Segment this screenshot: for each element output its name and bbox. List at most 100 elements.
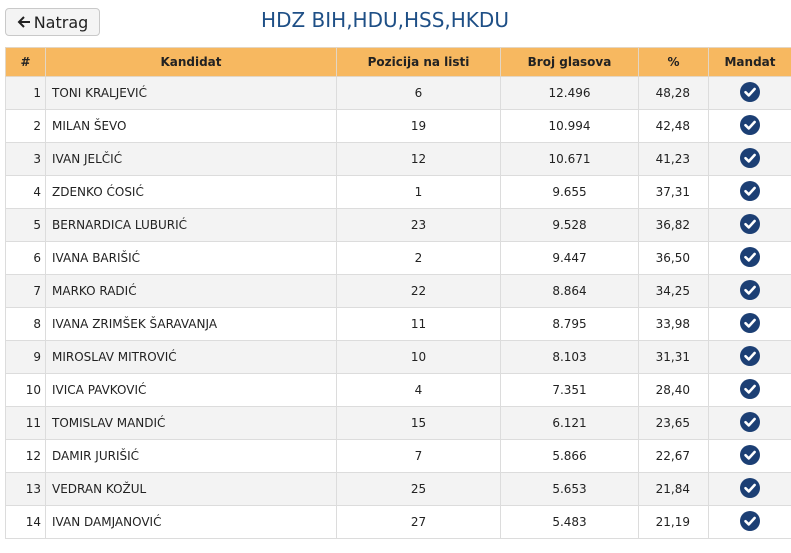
column-header: #: [5, 47, 46, 77]
table-cell: DAMIR JURIŠIĆ: [45, 439, 337, 473]
table-row: 8 IVANA ZRIMŠEK ŠARAVANJA 11 8.795 33,98: [5, 307, 791, 341]
mandate-check-icon: [740, 345, 760, 366]
mandate-cell: [708, 406, 791, 440]
mandate-cell: [708, 76, 791, 110]
mandate-cell: [708, 208, 791, 242]
table-cell: VEDRAN KOŽUL: [45, 472, 337, 506]
table-cell: 3: [5, 142, 46, 176]
table-cell: 8: [5, 307, 46, 341]
mandate-cell: [708, 472, 791, 506]
mandate-check-icon: [740, 510, 760, 531]
table-row: 2 MILAN ŠEVO 19 10.994 42,48: [5, 109, 791, 143]
table-cell: 5: [5, 208, 46, 242]
table-cell: 21,84: [638, 472, 709, 506]
table-cell: 33,98: [638, 307, 709, 341]
table-cell: MIROSLAV MITROVIĆ: [45, 340, 337, 374]
table-cell: 14: [5, 505, 46, 539]
mandate-check-icon: [740, 81, 760, 102]
table-cell: 5.866: [500, 439, 639, 473]
table-cell: 23,65: [638, 406, 709, 440]
table-cell: 19: [336, 109, 501, 143]
table-cell: 41,23: [638, 142, 709, 176]
table-cell: 8.864: [500, 274, 639, 308]
mandate-check-icon: [740, 378, 760, 399]
mandate-check-icon: [740, 147, 760, 168]
table-cell: IVAN DAMJANOVIĆ: [45, 505, 337, 539]
header-row: # Kandidat Pozicija na listi Broj glasova% M…: [5, 47, 791, 77]
back-arrow-icon: [17, 16, 30, 28]
table-cell: 8.103: [500, 340, 639, 374]
mandate-check-icon: [740, 213, 760, 234]
table-cell: 36,50: [638, 241, 709, 275]
mandate-cell: [708, 241, 791, 275]
table-cell: 6.121: [500, 406, 639, 440]
mandate-cell: [708, 505, 791, 539]
table-cell: 7: [5, 274, 46, 308]
table-row: 4 ZDENKO ĆOSIĆ 1 9.655 37,31: [5, 175, 791, 209]
table-cell: 42,48: [638, 109, 709, 143]
table-cell: 9.655: [500, 175, 639, 209]
table-cell: ZDENKO ĆOSIĆ: [45, 175, 337, 209]
table-row: 6 IVANA BARIŠIĆ 2 9.447 36,50: [5, 241, 791, 275]
table-cell: 25: [336, 472, 501, 506]
table-cell: 10.994: [500, 109, 639, 143]
mandate-cell: [708, 439, 791, 473]
table-cell: 6: [5, 241, 46, 275]
table-row: 3 IVAN JELČIĆ 12 10.671 41,23: [5, 142, 791, 176]
table-cell: MILAN ŠEVO: [45, 109, 337, 143]
mandate-check-icon: [740, 444, 760, 465]
mandate-cell: [708, 307, 791, 341]
table-row: 7 MARKO RADIĆ 22 8.864 34,25: [5, 274, 791, 308]
table-cell: 21,19: [638, 505, 709, 539]
table-cell: 23: [336, 208, 501, 242]
table-cell: TONI KRALJEVIĆ: [45, 76, 337, 110]
back-label: Natrag: [33, 12, 89, 32]
mandate-cell: [708, 373, 791, 407]
table-cell: 12: [336, 142, 501, 176]
table-cell: 10: [336, 340, 501, 374]
column-header: Mandat: [708, 47, 791, 77]
mandate-cell: [708, 142, 791, 176]
back-button[interactable]: Natrag: [5, 8, 100, 36]
mandate-cell: [708, 340, 791, 374]
table-cell: 8.795: [500, 307, 639, 341]
mandate-check-icon: [740, 411, 760, 432]
table-row: 11 TOMISLAV MANDIĆ 15 6.121 23,65: [5, 406, 791, 440]
table-cell: 10: [5, 373, 46, 407]
table-row: 12 DAMIR JURIŠIĆ 7 5.866 22,67: [5, 439, 791, 473]
table-row: 1 TONI KRALJEVIĆ 6 12.496 48,28: [5, 76, 791, 110]
mandate-check-icon: [740, 477, 760, 498]
table-cell: 28,40: [638, 373, 709, 407]
table-cell: 13: [5, 472, 46, 506]
table-cell: 7: [336, 439, 501, 473]
mandate-cell: [708, 175, 791, 209]
table-cell: 4: [336, 373, 501, 407]
table-cell: IVANA ZRIMŠEK ŠARAVANJA: [45, 307, 337, 341]
table-row: 9 MIROSLAV MITROVIĆ 10 8.103 31,31: [5, 340, 791, 374]
column-header: Broj glasova: [500, 47, 639, 77]
table-cell: TOMISLAV MANDIĆ: [45, 406, 337, 440]
table-cell: 36,82: [638, 208, 709, 242]
table-cell: 9.447: [500, 241, 639, 275]
table-cell: 2: [336, 241, 501, 275]
table-cell: BERNARDICA LUBURIĆ: [45, 208, 337, 242]
mandate-check-icon: [740, 246, 760, 267]
table-cell: 12: [5, 439, 46, 473]
table-row: 5 BERNARDICA LUBURIĆ 23 9.528 36,82: [5, 208, 791, 242]
mandate-check-icon: [740, 180, 760, 201]
mandate-check-icon: [740, 312, 760, 333]
table-cell: 5.653: [500, 472, 639, 506]
column-header: Pozicija na listi: [336, 47, 501, 77]
table-cell: MARKO RADIĆ: [45, 274, 337, 308]
mandate-cell: [708, 274, 791, 308]
table-cell: 9.528: [500, 208, 639, 242]
table-cell: IVAN JELČIĆ: [45, 142, 337, 176]
table-row: 10 IVICA PAVKOVIĆ 4 7.351 28,40: [5, 373, 791, 407]
table-cell: 1: [5, 76, 46, 110]
table-cell: 31,31: [638, 340, 709, 374]
table-cell: 5.483: [500, 505, 639, 539]
table-cell: 22: [336, 274, 501, 308]
table-cell: 9: [5, 340, 46, 374]
table-cell: 11: [336, 307, 501, 341]
table-cell: 48,28: [638, 76, 709, 110]
